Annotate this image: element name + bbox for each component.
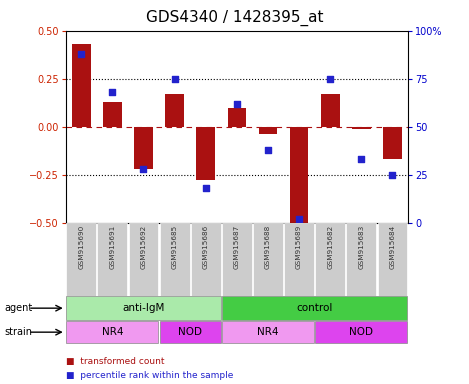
Text: GSM915684: GSM915684 <box>389 225 395 269</box>
Bar <box>315 223 345 296</box>
Bar <box>315 321 408 343</box>
Bar <box>159 321 220 343</box>
Text: GSM915690: GSM915690 <box>78 225 84 269</box>
Bar <box>258 127 277 134</box>
Bar <box>253 223 283 296</box>
Bar <box>378 223 408 296</box>
Text: GSM915682: GSM915682 <box>327 225 333 269</box>
Bar <box>284 223 314 296</box>
Bar <box>222 296 408 320</box>
Bar <box>227 108 246 127</box>
Text: GSM915691: GSM915691 <box>109 225 115 269</box>
Point <box>109 89 116 95</box>
Point <box>357 156 365 162</box>
Point <box>202 185 210 191</box>
Bar <box>159 223 189 296</box>
Point <box>295 216 303 222</box>
Point <box>233 101 241 107</box>
Text: NOD: NOD <box>178 327 202 337</box>
Bar <box>98 223 127 296</box>
Bar <box>129 223 159 296</box>
Text: NR4: NR4 <box>102 327 123 337</box>
Bar <box>66 321 159 343</box>
Point <box>389 172 396 178</box>
Text: NR4: NR4 <box>257 327 279 337</box>
Bar <box>191 223 220 296</box>
Point <box>171 76 178 82</box>
Point <box>140 166 147 172</box>
Text: anti-IgM: anti-IgM <box>122 303 165 313</box>
Bar <box>321 94 340 127</box>
Bar <box>134 127 153 169</box>
Bar <box>347 223 376 296</box>
Text: GSM915692: GSM915692 <box>141 225 146 269</box>
Point <box>77 51 85 57</box>
Text: GSM915688: GSM915688 <box>265 225 271 269</box>
Bar <box>383 127 402 159</box>
Text: ■  percentile rank within the sample: ■ percentile rank within the sample <box>66 371 233 379</box>
Bar <box>197 127 215 180</box>
Text: ■  transformed count: ■ transformed count <box>66 357 164 366</box>
Point <box>326 76 334 82</box>
Text: GSM915689: GSM915689 <box>296 225 302 269</box>
Bar <box>66 223 96 296</box>
Bar <box>103 102 121 127</box>
Bar <box>165 94 184 127</box>
Text: strain: strain <box>5 327 33 337</box>
Text: agent: agent <box>5 303 33 313</box>
Bar <box>222 321 314 343</box>
Bar <box>66 296 220 320</box>
Bar <box>352 127 371 129</box>
Text: GSM915686: GSM915686 <box>203 225 209 269</box>
Point <box>264 147 272 153</box>
Text: GSM915685: GSM915685 <box>172 225 178 269</box>
Text: GSM915687: GSM915687 <box>234 225 240 269</box>
Text: GSM915683: GSM915683 <box>358 225 364 269</box>
Bar <box>72 44 91 127</box>
Text: control: control <box>296 303 333 313</box>
Bar <box>222 223 252 296</box>
Bar <box>290 127 309 223</box>
Text: GDS4340 / 1428395_at: GDS4340 / 1428395_at <box>146 10 323 26</box>
Text: NOD: NOD <box>349 327 373 337</box>
